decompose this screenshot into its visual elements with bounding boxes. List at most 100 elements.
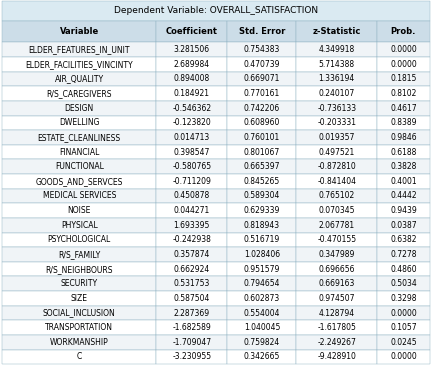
Text: 0.4442: 0.4442 <box>390 192 417 200</box>
Text: NOISE: NOISE <box>67 206 91 215</box>
Text: DESIGN: DESIGN <box>64 104 94 113</box>
Bar <box>2 174 156 189</box>
Text: 0.665397: 0.665397 <box>244 162 280 171</box>
Text: GOODS_AND_SERVCES: GOODS_AND_SERVCES <box>35 177 123 186</box>
Bar <box>296 101 377 115</box>
Bar <box>2 42 156 57</box>
Text: 0.014713: 0.014713 <box>174 133 210 142</box>
Bar <box>156 42 228 57</box>
Bar <box>377 350 430 364</box>
Text: 2.287369: 2.287369 <box>174 308 210 318</box>
Bar <box>296 160 377 174</box>
Bar <box>156 320 228 335</box>
Bar <box>228 115 296 130</box>
Bar <box>2 160 156 174</box>
Text: 0.6188: 0.6188 <box>390 147 416 157</box>
Bar <box>156 115 228 130</box>
Text: SECURITY: SECURITY <box>60 279 98 288</box>
Bar <box>228 306 296 320</box>
Bar <box>156 57 228 72</box>
Text: 0.602873: 0.602873 <box>244 294 280 303</box>
Bar <box>2 350 156 364</box>
Text: 0.818943: 0.818943 <box>244 221 280 230</box>
Text: z-Statistic: z-Statistic <box>312 27 361 36</box>
Text: 0.6382: 0.6382 <box>390 235 416 245</box>
Text: 0.070345: 0.070345 <box>318 206 355 215</box>
Bar <box>228 218 296 233</box>
Bar <box>156 350 228 364</box>
Bar <box>2 276 156 291</box>
Text: ELDER_FACILITIES_VINCINTY: ELDER_FACILITIES_VINCINTY <box>25 60 133 69</box>
Bar <box>377 174 430 189</box>
Bar <box>156 203 228 218</box>
Text: 0.794654: 0.794654 <box>244 279 280 288</box>
Text: R/S_NEIGHBOURS: R/S_NEIGHBOURS <box>45 265 113 274</box>
Text: MEDICAL SERVICES: MEDICAL SERVICES <box>42 192 116 200</box>
Text: 2.689984: 2.689984 <box>174 60 210 69</box>
Bar <box>296 306 377 320</box>
Text: ELDER_FEATURES_IN_UNIT: ELDER_FEATURES_IN_UNIT <box>29 45 130 54</box>
Bar <box>377 57 430 72</box>
Text: SIZE: SIZE <box>71 294 88 303</box>
Text: 0.742206: 0.742206 <box>244 104 280 113</box>
Bar <box>377 262 430 276</box>
Text: -0.123820: -0.123820 <box>172 118 211 127</box>
Bar <box>296 115 377 130</box>
Bar <box>377 320 430 335</box>
Bar <box>228 145 296 160</box>
Bar <box>377 115 430 130</box>
Bar <box>377 335 430 350</box>
Text: 1.040045: 1.040045 <box>244 323 280 332</box>
Text: -2.249267: -2.249267 <box>317 338 356 347</box>
Bar <box>377 21 430 42</box>
Text: 5.714388: 5.714388 <box>319 60 355 69</box>
Bar <box>156 21 228 42</box>
Text: 0.3828: 0.3828 <box>390 162 416 171</box>
Text: 0.9439: 0.9439 <box>390 206 417 215</box>
Text: 0.347989: 0.347989 <box>318 250 355 259</box>
Text: Prob.: Prob. <box>391 27 416 36</box>
Bar <box>377 203 430 218</box>
Text: -9.428910: -9.428910 <box>317 353 356 361</box>
Bar <box>156 130 228 145</box>
Bar <box>296 57 377 72</box>
Bar <box>377 72 430 86</box>
Bar <box>2 218 156 233</box>
Text: -1.617805: -1.617805 <box>317 323 356 332</box>
Text: 0.0000: 0.0000 <box>390 45 417 54</box>
Bar <box>377 160 430 174</box>
Text: R/S_FAMILY: R/S_FAMILY <box>58 250 100 259</box>
Bar <box>377 276 430 291</box>
Text: 0.894008: 0.894008 <box>174 74 210 84</box>
Text: 0.8102: 0.8102 <box>390 89 416 98</box>
Text: 0.9846: 0.9846 <box>390 133 417 142</box>
Text: FINANCIAL: FINANCIAL <box>59 147 99 157</box>
Text: 0.531753: 0.531753 <box>174 279 210 288</box>
Bar <box>228 57 296 72</box>
Bar <box>228 320 296 335</box>
Bar <box>2 203 156 218</box>
Bar <box>2 130 156 145</box>
Bar <box>377 101 430 115</box>
Text: 0.497521: 0.497521 <box>318 147 355 157</box>
Bar <box>296 247 377 262</box>
Bar <box>377 306 430 320</box>
Bar <box>377 291 430 306</box>
Bar <box>296 335 377 350</box>
Text: 0.4860: 0.4860 <box>390 265 417 274</box>
Text: -0.546362: -0.546362 <box>172 104 211 113</box>
Text: AIR_QUALITY: AIR_QUALITY <box>54 74 104 84</box>
Text: 0.240107: 0.240107 <box>318 89 355 98</box>
Text: 0.608960: 0.608960 <box>244 118 280 127</box>
Bar <box>2 145 156 160</box>
Text: 3.281506: 3.281506 <box>174 45 210 54</box>
Text: PHYSICAL: PHYSICAL <box>61 221 98 230</box>
Bar <box>228 189 296 203</box>
Text: 0.184921: 0.184921 <box>174 89 210 98</box>
Text: 0.3298: 0.3298 <box>390 294 416 303</box>
Bar <box>296 276 377 291</box>
Bar <box>377 145 430 160</box>
Text: 0.770161: 0.770161 <box>244 89 280 98</box>
Text: 0.0000: 0.0000 <box>390 60 417 69</box>
Text: SOCIAL_INCLUSION: SOCIAL_INCLUSION <box>43 308 116 318</box>
